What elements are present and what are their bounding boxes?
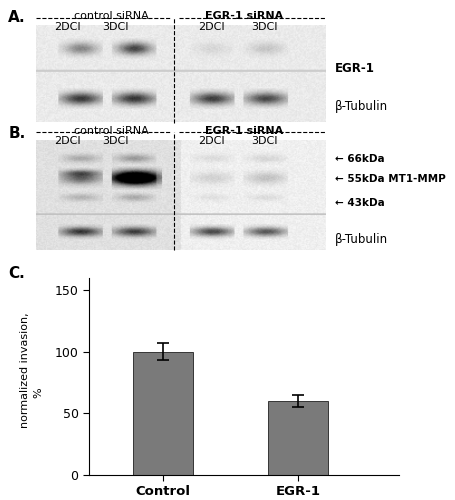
Text: normalized invasion,: normalized invasion, <box>20 312 30 428</box>
Text: 2DCI: 2DCI <box>198 136 224 146</box>
Text: ← 66kDa: ← 66kDa <box>334 154 384 164</box>
Text: 3DCI: 3DCI <box>102 22 128 32</box>
Bar <box>267 401 328 475</box>
Text: C.: C. <box>8 266 25 281</box>
Text: 3DCI: 3DCI <box>102 136 128 146</box>
Text: 3DCI: 3DCI <box>250 136 277 146</box>
Text: ← 43kDa: ← 43kDa <box>334 198 384 208</box>
Text: A.: A. <box>8 10 26 25</box>
Text: β-Tubulin: β-Tubulin <box>334 100 388 113</box>
Text: ← 55kDa MT1-MMP: ← 55kDa MT1-MMP <box>334 174 445 184</box>
Text: control siRNA: control siRNA <box>74 126 149 136</box>
Text: 3DCI: 3DCI <box>250 22 277 32</box>
Text: control siRNA: control siRNA <box>74 11 149 21</box>
Text: EGR-1 siRNA: EGR-1 siRNA <box>204 126 283 136</box>
Text: 2DCI: 2DCI <box>54 22 81 32</box>
Text: β-Tubulin: β-Tubulin <box>334 234 388 246</box>
Text: %: % <box>34 387 44 398</box>
Bar <box>132 352 193 475</box>
Text: EGR-1: EGR-1 <box>334 62 374 76</box>
Text: EGR-1 siRNA: EGR-1 siRNA <box>204 11 283 21</box>
Text: B.: B. <box>8 126 25 141</box>
Text: 2DCI: 2DCI <box>54 136 81 146</box>
Text: 2DCI: 2DCI <box>198 22 224 32</box>
